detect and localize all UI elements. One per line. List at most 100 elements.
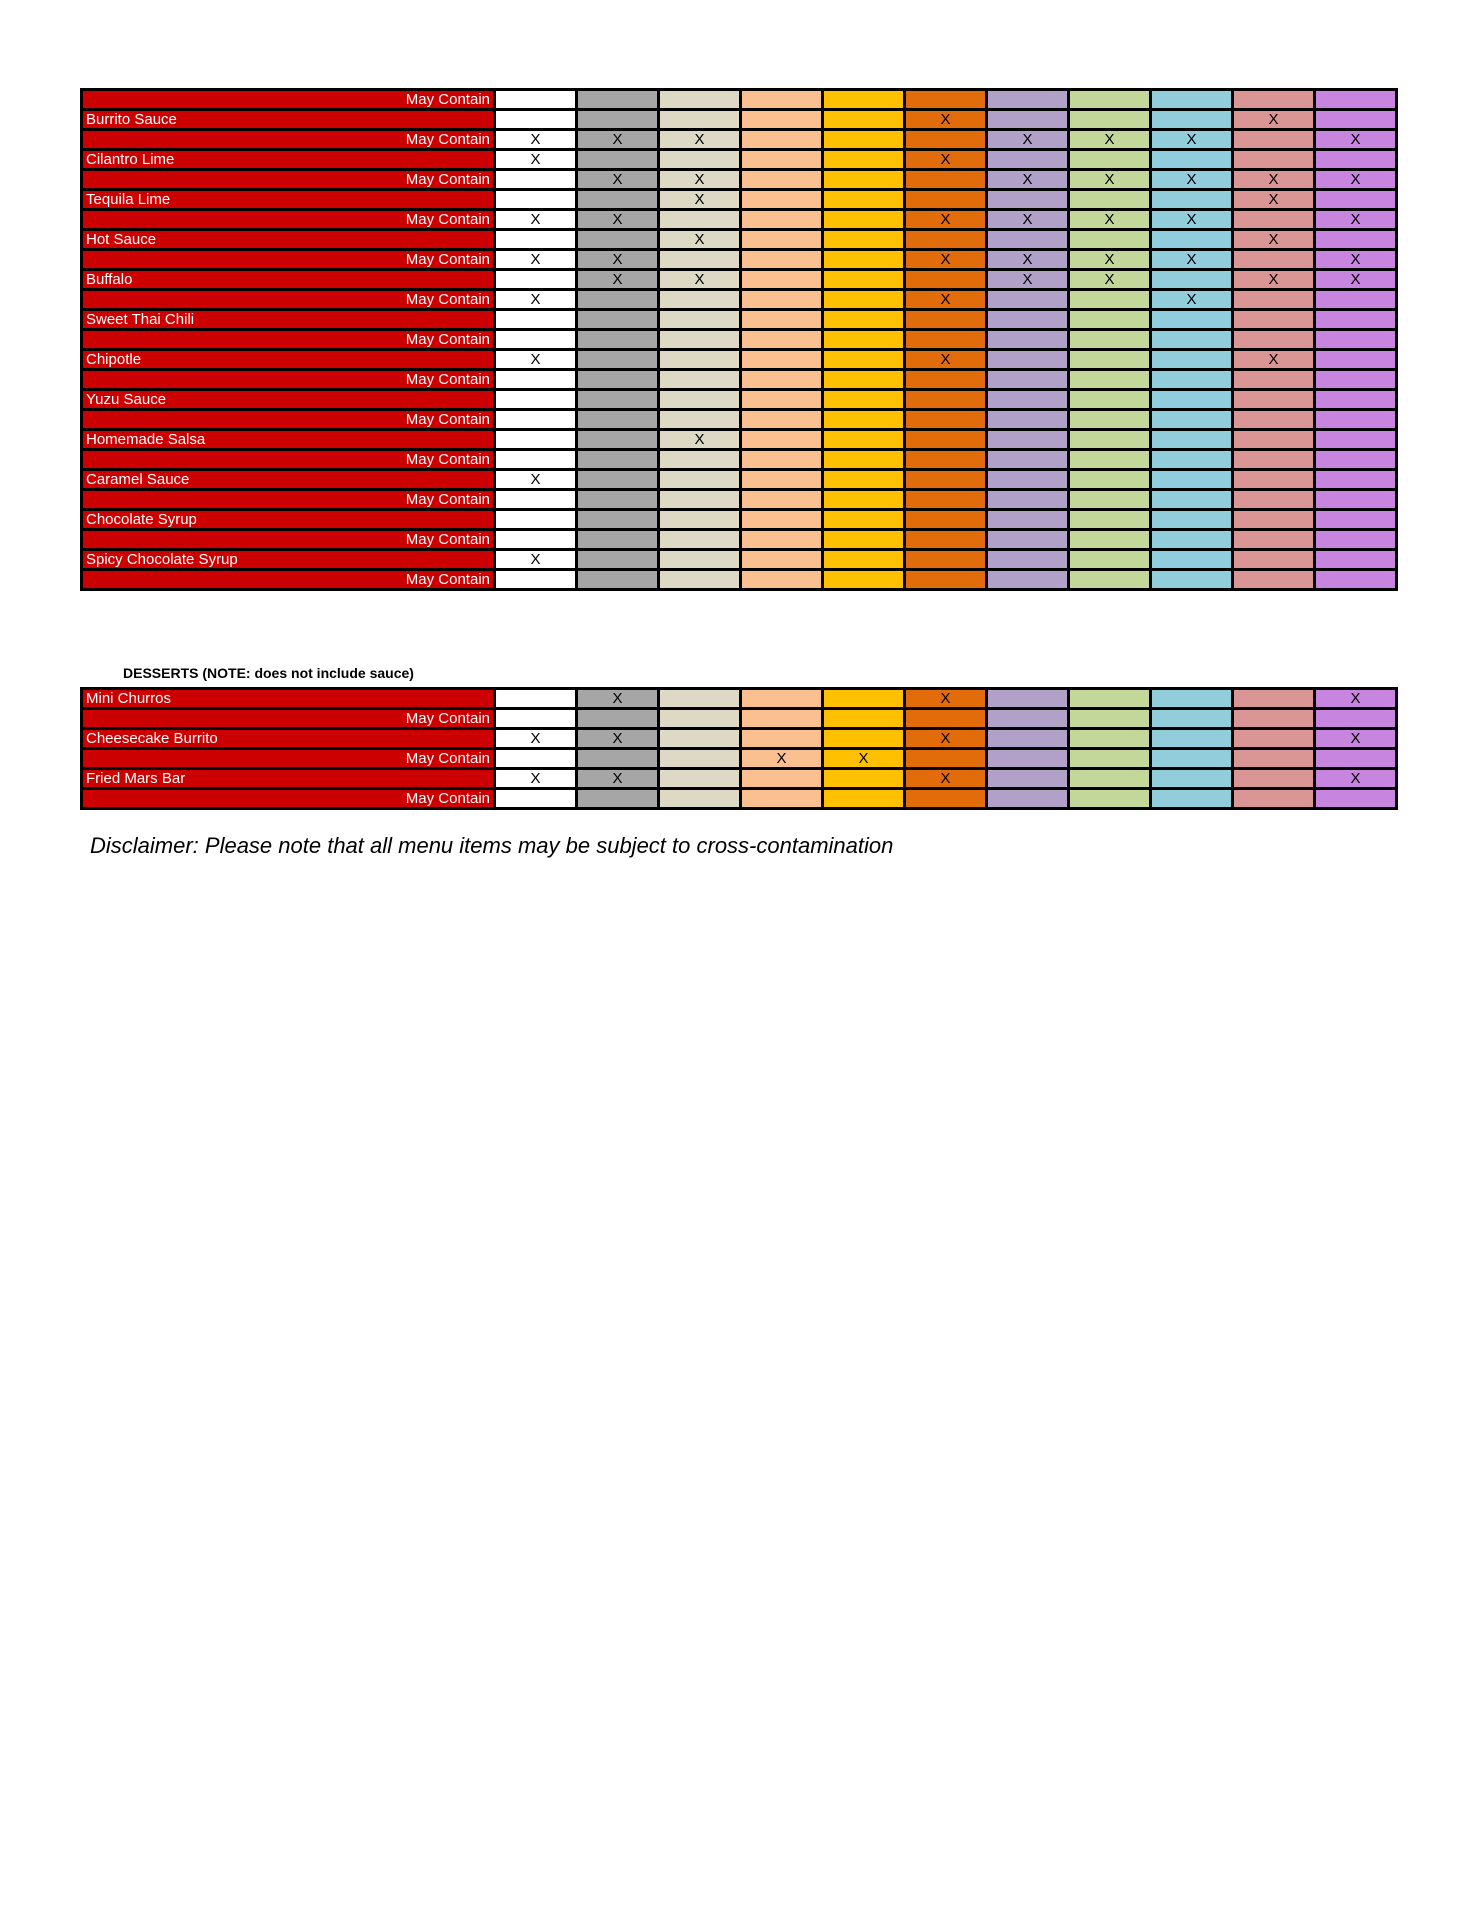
allergen-cell: [821, 767, 906, 790]
allergen-cell: [493, 408, 578, 431]
allergen-cell: [739, 368, 824, 391]
may-contain-row: May Contain X X X X X X X: [80, 128, 1398, 151]
may-contain-row: May Contain X X: [80, 747, 1398, 770]
allergen-cell: X: [1313, 248, 1398, 271]
allergen-cell: [903, 408, 988, 431]
allergen-cell: [985, 188, 1070, 211]
allergen-cell: [985, 767, 1070, 790]
allergen-cell: X: [1149, 288, 1234, 311]
allergen-cell: X: [1067, 168, 1152, 191]
allergen-cell: [821, 468, 906, 491]
allergen-cell: [657, 548, 742, 571]
allergen-cell: [1067, 747, 1152, 770]
allergen-cell: [1067, 288, 1152, 311]
allergen-cell: [1149, 308, 1234, 331]
allergen-cell: [985, 508, 1070, 531]
allergen-cell: X: [1149, 248, 1234, 271]
allergen-cell: [1231, 88, 1316, 111]
allergen-cell: [575, 568, 660, 591]
allergen-cell: [903, 747, 988, 770]
allergen-cell: [821, 108, 906, 131]
allergen-cell: [821, 288, 906, 311]
allergen-cell: [493, 268, 578, 291]
allergen-cell: [985, 288, 1070, 311]
allergen-cell: X: [1231, 108, 1316, 131]
allergen-cell: [903, 508, 988, 531]
allergen-cell: [1313, 787, 1398, 810]
may-contain-label: May Contain: [80, 88, 496, 111]
allergen-cell: [1067, 308, 1152, 331]
allergen-cell: X: [657, 128, 742, 151]
allergen-cell: [1231, 328, 1316, 351]
allergen-cell: [985, 707, 1070, 730]
allergen-cell: [739, 727, 824, 750]
allergen-cell: [1231, 747, 1316, 770]
allergen-cell: [821, 148, 906, 171]
allergen-cell: [821, 408, 906, 431]
allergen-cell: X: [493, 468, 578, 491]
allergen-cell: [1313, 388, 1398, 411]
allergen-cell: [1231, 787, 1316, 810]
allergen-cell: X: [575, 727, 660, 750]
allergen-cell: [1067, 528, 1152, 551]
allergen-cell: [1067, 148, 1152, 171]
allergen-cell: [1149, 687, 1234, 710]
allergen-cell: [903, 188, 988, 211]
allergen-cell: [575, 548, 660, 571]
allergen-cell: [1231, 707, 1316, 730]
allergen-cell: X: [493, 767, 578, 790]
allergen-cell: [903, 787, 988, 810]
allergen-cell: [903, 268, 988, 291]
menu-item-row: Chocolate Syrup: [80, 508, 1398, 531]
allergen-cell: [821, 208, 906, 231]
allergen-cell: [985, 488, 1070, 511]
allergen-cell: [1313, 468, 1398, 491]
allergen-cell: X: [493, 727, 578, 750]
may-contain-label: May Contain: [80, 488, 496, 511]
allergen-cell: [985, 448, 1070, 471]
allergen-cell: [493, 228, 578, 251]
allergen-cell: [985, 148, 1070, 171]
allergen-cell: [1067, 108, 1152, 131]
allergen-cell: [903, 488, 988, 511]
allergen-cell: [739, 787, 824, 810]
allergen-cell: [657, 108, 742, 131]
allergen-cell: [1231, 288, 1316, 311]
allergen-cell: [1149, 508, 1234, 531]
allergen-cell: [1313, 368, 1398, 391]
allergen-cell: [739, 448, 824, 471]
allergen-cell: [657, 208, 742, 231]
allergen-cell: [739, 488, 824, 511]
allergen-cell: [493, 787, 578, 810]
allergen-cell: X: [1067, 268, 1152, 291]
allergen-cell: [903, 448, 988, 471]
menu-item-row: Buffalo X X X X X X: [80, 268, 1398, 291]
allergen-cell: X: [493, 348, 578, 371]
allergen-cell: [739, 348, 824, 371]
allergen-cell: [739, 228, 824, 251]
allergen-cell: [903, 388, 988, 411]
allergen-cell: [657, 767, 742, 790]
allergen-cell: [575, 228, 660, 251]
menu-item-row: Tequila Lime X X: [80, 188, 1398, 211]
allergen-cell: X: [575, 268, 660, 291]
allergen-cell: X: [1067, 128, 1152, 151]
menu-item-name: Sweet Thai Chili: [80, 308, 496, 331]
allergen-cell: [657, 707, 742, 730]
allergen-cell: X: [493, 288, 578, 311]
allergen-cell: X: [575, 248, 660, 271]
allergen-cell: [657, 388, 742, 411]
menu-item-name: Yuzu Sauce: [80, 388, 496, 411]
allergen-cell: [493, 747, 578, 770]
allergen-cell: [575, 747, 660, 770]
allergen-cell: [985, 388, 1070, 411]
allergen-cell: X: [1231, 268, 1316, 291]
allergen-cell: [1231, 388, 1316, 411]
allergen-cell: [739, 148, 824, 171]
allergen-cell: [821, 568, 906, 591]
menu-item-name: Chocolate Syrup: [80, 508, 496, 531]
allergen-cell: [1067, 687, 1152, 710]
allergen-cell: [575, 448, 660, 471]
allergen-cell: [657, 348, 742, 371]
allergen-cell: [903, 88, 988, 111]
